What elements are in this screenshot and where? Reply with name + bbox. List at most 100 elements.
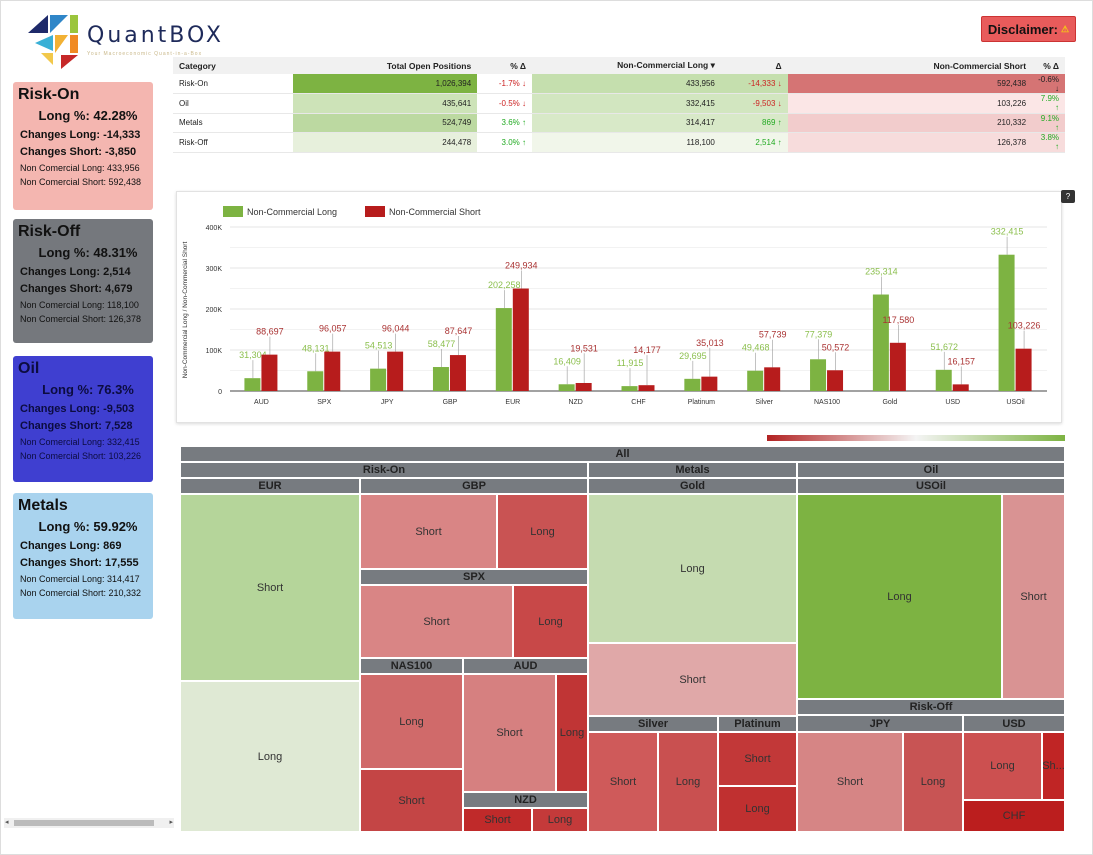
- bar-long: [935, 369, 952, 391]
- card-risk-off: Risk-Off Long %: 48.31% Changes Long: 2,…: [13, 219, 153, 343]
- treemap-jpy-short[interactable]: Short: [797, 732, 903, 832]
- cell: 524,749: [293, 113, 478, 133]
- help-button[interactable]: ?: [1061, 190, 1075, 203]
- treemap-header-gold[interactable]: Gold: [588, 478, 797, 494]
- card-oil: Oil Long %: 76.3% Changes Long: -9,503 C…: [13, 356, 153, 482]
- treemap-header-oil[interactable]: Oil: [797, 462, 1065, 478]
- card-nc-short: Non Comercial Short: 210,332: [20, 588, 142, 598]
- bar-long: [244, 378, 261, 391]
- cell: 7.9% ↑: [1032, 93, 1065, 114]
- col-delta[interactable]: Δ: [720, 57, 788, 74]
- cell: 244,478: [293, 132, 478, 153]
- card-long-pct: Long %: 48.31%: [38, 245, 138, 260]
- bar-long: [621, 386, 638, 391]
- card-changes-short: Changes Short: -3,850: [20, 146, 137, 158]
- bar-short: [575, 382, 592, 391]
- cell: 435,641: [293, 93, 478, 114]
- data-label: 96,057: [319, 324, 347, 334]
- col-nc-long[interactable]: Non-Commercial Long ▾: [532, 57, 721, 74]
- card-changes-long: Changes Long: 2,514: [20, 266, 131, 278]
- treemap-eur-short[interactable]: Short: [180, 494, 360, 681]
- treemap-header-risk-off[interactable]: Risk-Off: [797, 699, 1065, 715]
- x-tick-label: NZD: [568, 399, 582, 406]
- card-risk-on: Risk-On Long %: 42.28% Changes Long: -14…: [13, 82, 153, 210]
- treemap-silver-short[interactable]: Short: [588, 732, 658, 832]
- horizontal-scrollbar[interactable]: ◂ ▸: [4, 818, 174, 828]
- x-tick-label: USOil: [1006, 399, 1025, 406]
- col-pct-delta-short[interactable]: % Δ: [1032, 57, 1065, 74]
- y-tick-label: 400K: [206, 225, 223, 232]
- treemap-header-metals[interactable]: Metals: [588, 462, 797, 478]
- treemap-aud-short[interactable]: Short: [463, 674, 556, 792]
- x-tick-label: GBP: [443, 399, 458, 406]
- bar-long: [747, 370, 764, 391]
- cell: 3.0% ↑: [477, 132, 532, 153]
- treemap-header-gbp[interactable]: GBP: [360, 478, 588, 494]
- bar-long: [307, 371, 324, 391]
- scroll-left-icon[interactable]: ◂: [5, 819, 9, 826]
- treemap-jpy-long[interactable]: Long: [903, 732, 963, 832]
- col-total-open[interactable]: Total Open Positions: [293, 57, 478, 74]
- treemap-header-nas100[interactable]: NAS100: [360, 658, 463, 674]
- treemap-usd-short[interactable]: Sh...: [1042, 732, 1065, 800]
- data-label: 117,580: [882, 315, 914, 325]
- treemap-usoil-short[interactable]: Short: [1002, 494, 1065, 699]
- disclaimer-button[interactable]: Disclaimer: ⚠: [981, 16, 1076, 42]
- treemap-usoil-long[interactable]: Long: [797, 494, 1002, 699]
- treemap-header-silver[interactable]: Silver: [588, 716, 718, 732]
- col-nc-short[interactable]: Non-Commercial Short: [787, 57, 1033, 74]
- treemap-nas100-long[interactable]: Long: [360, 674, 463, 769]
- x-tick-label: Gold: [882, 399, 897, 406]
- treemap-header-aud[interactable]: AUD: [463, 658, 588, 674]
- cell: 1,026,394: [293, 74, 478, 94]
- card-metals: Metals Long %: 59.92% Changes Long: 869 …: [13, 493, 153, 619]
- col-pct-delta[interactable]: % Δ: [477, 57, 532, 74]
- card-nc-short: Non Comercial Short: 103,226: [20, 451, 142, 461]
- scrollbar-thumb[interactable]: [14, 820, 154, 826]
- treemap-chf[interactable]: CHF: [963, 800, 1065, 832]
- bar-short: [324, 351, 341, 391]
- bar-short: [889, 342, 906, 391]
- treemap-header-eur[interactable]: EUR: [180, 478, 360, 494]
- legend-label: Non-Commercial Long: [247, 207, 337, 217]
- cell: Oil: [173, 93, 294, 114]
- cell: 103,226: [787, 93, 1033, 114]
- treemap-header-usoil[interactable]: USOil: [797, 478, 1065, 494]
- bar-long: [998, 254, 1015, 391]
- treemap-eur-long[interactable]: Long: [180, 681, 360, 832]
- treemap-platinum-short[interactable]: Short: [718, 732, 797, 786]
- treemap-header-platinum[interactable]: Platinum: [718, 716, 797, 732]
- treemap-nzd-long[interactable]: Long: [532, 808, 588, 832]
- treemap-silver-long[interactable]: Long: [658, 732, 718, 832]
- treemap-gold-long[interactable]: Long: [588, 494, 797, 643]
- bar-short: [512, 288, 529, 391]
- treemap-platinum-long[interactable]: Long: [718, 786, 797, 832]
- data-label: 77,379: [805, 329, 833, 339]
- x-tick-label: USD: [945, 399, 960, 406]
- treemap-nzd-short[interactable]: Short: [463, 808, 532, 832]
- treemap-header-spx[interactable]: SPX: [360, 569, 588, 585]
- card-nc-long: Non Comercial Long: 314,417: [20, 574, 140, 584]
- treemap-usd-long[interactable]: Long: [963, 732, 1042, 800]
- treemap-header-risk-on[interactable]: Risk-On: [180, 462, 588, 478]
- data-label: 11,915: [617, 358, 644, 368]
- treemap-header-all[interactable]: All: [180, 446, 1065, 462]
- treemap-header-nzd[interactable]: NZD: [463, 792, 588, 808]
- data-label: 96,044: [382, 324, 410, 334]
- treemap-aud-long[interactable]: Long: [556, 674, 588, 792]
- treemap-gold-short[interactable]: Short: [588, 643, 797, 716]
- col-category[interactable]: Category: [173, 57, 294, 74]
- cell: -14,333 ↓: [720, 74, 788, 94]
- y-tick-label: 200K: [206, 307, 223, 314]
- disclaimer-label: Disclaimer:: [987, 21, 1058, 37]
- cell: Metals: [173, 113, 294, 133]
- scroll-right-icon[interactable]: ▸: [169, 819, 173, 826]
- treemap-gbp-long[interactable]: Long: [497, 494, 588, 569]
- treemap-header-jpy[interactable]: JPY: [797, 715, 963, 732]
- treemap-gbp-short[interactable]: Short: [360, 494, 497, 569]
- treemap-spx-short[interactable]: Short: [360, 585, 513, 658]
- treemap-spx-long[interactable]: Long: [513, 585, 588, 658]
- treemap-nas100-short[interactable]: Short: [360, 769, 463, 832]
- treemap-header-usd[interactable]: USD: [963, 715, 1065, 732]
- cell: -0.5% ↓: [477, 93, 532, 114]
